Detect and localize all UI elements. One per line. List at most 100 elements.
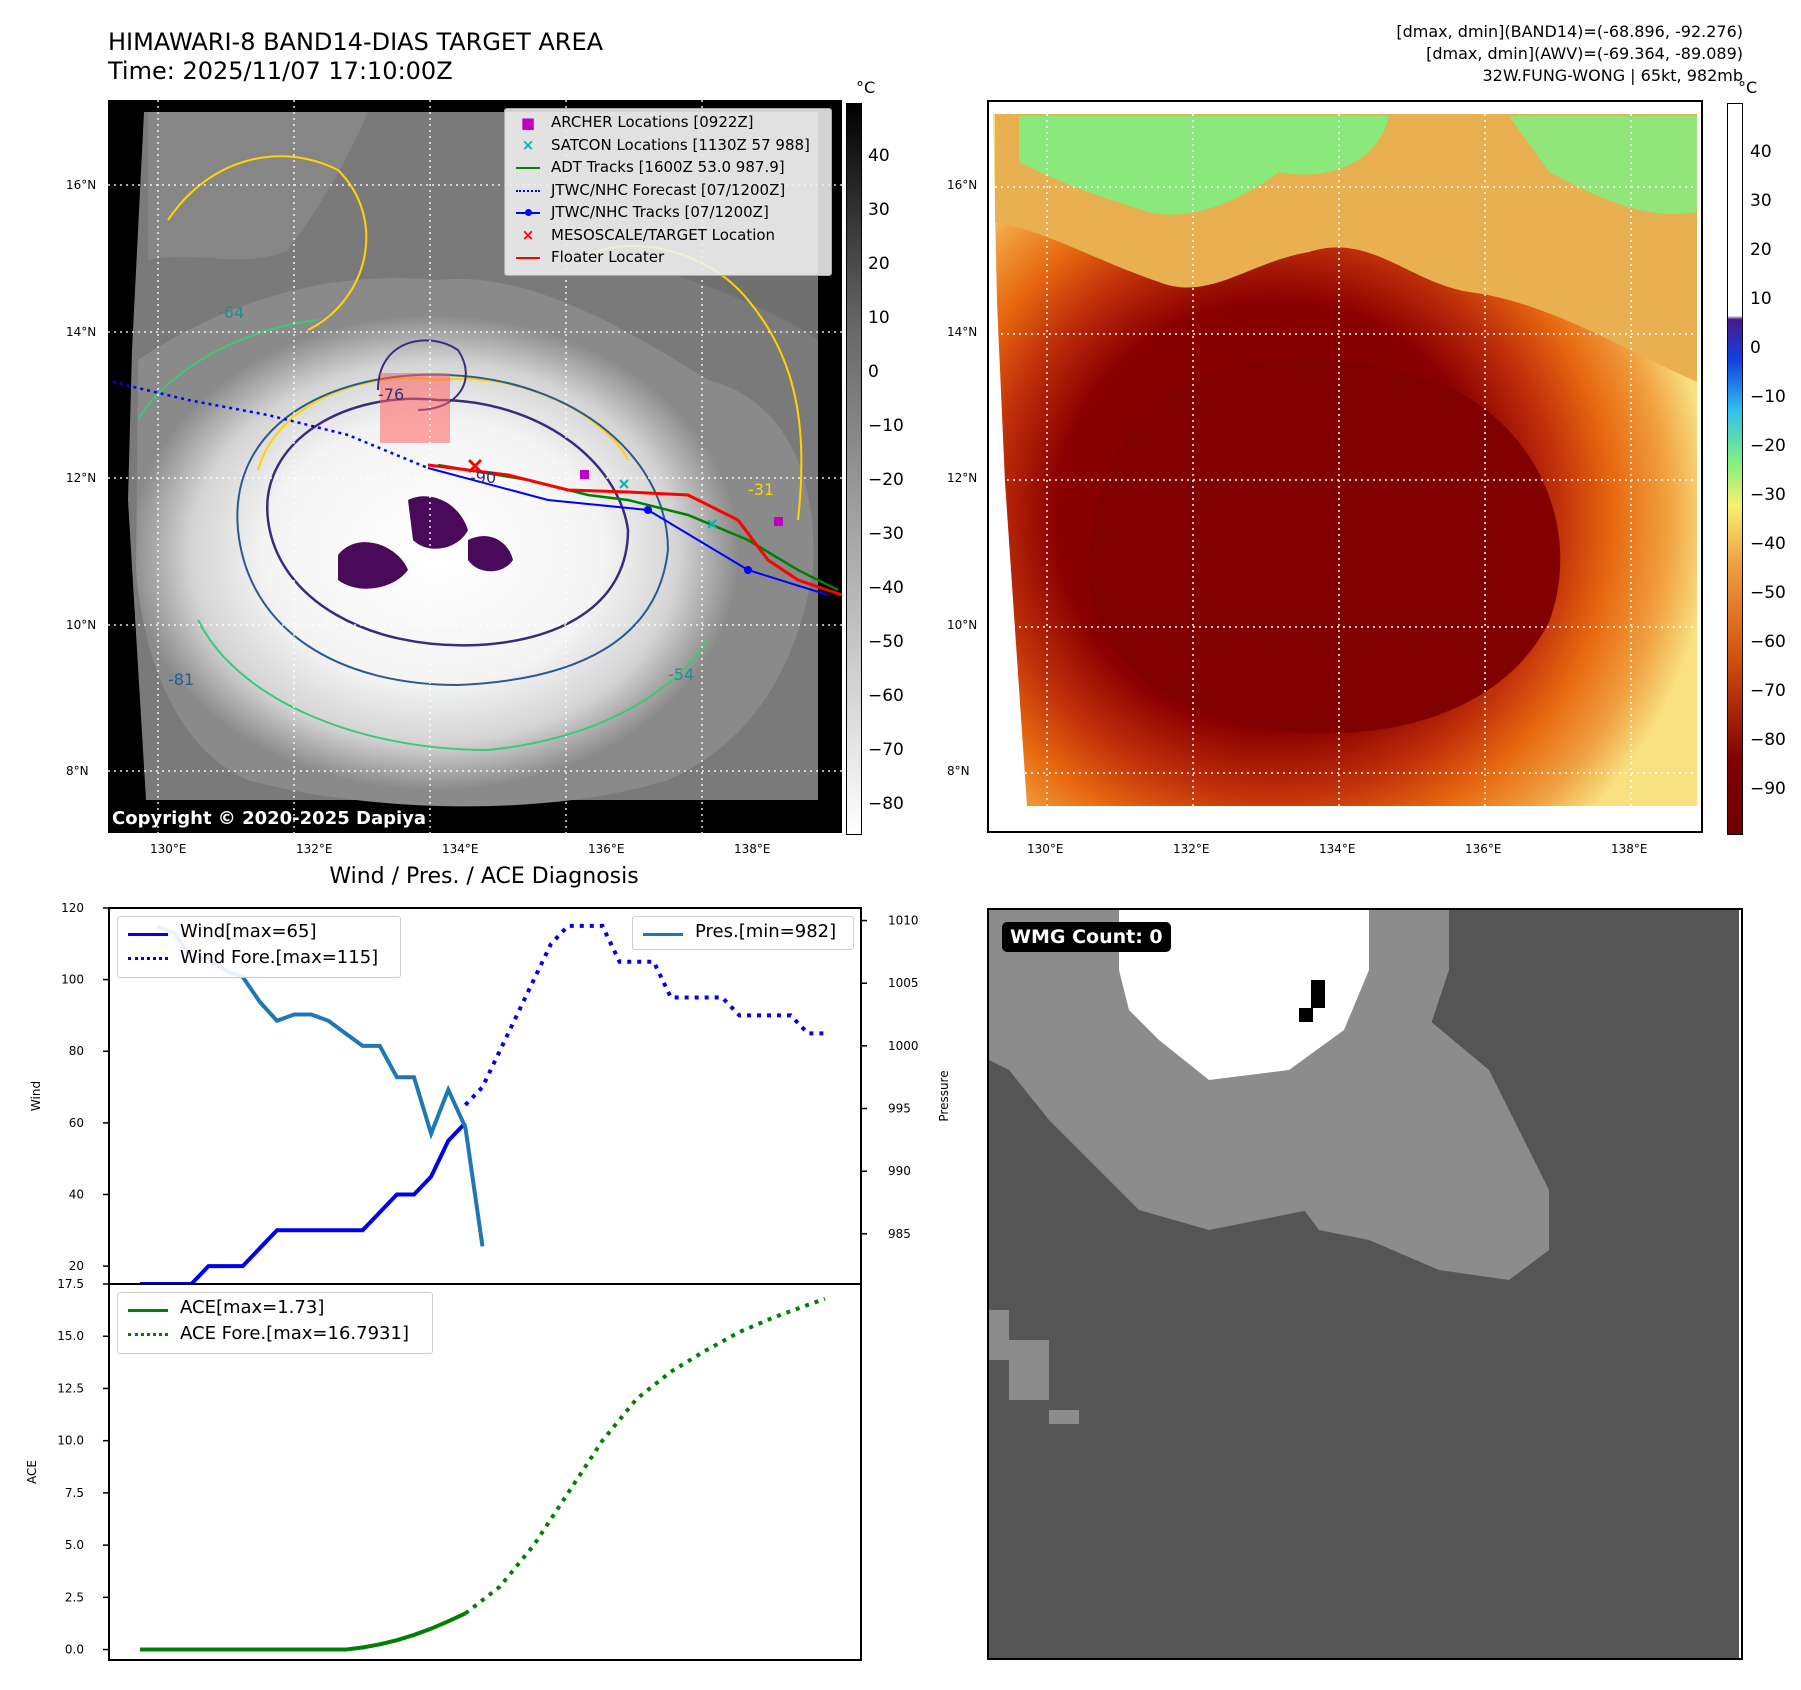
ace-ylabel: ACE xyxy=(25,1460,39,1484)
colorbar-tick: −20 xyxy=(868,470,904,490)
wind-legend-item: Wind[max=65] xyxy=(180,921,317,942)
y-tick-label: 60 xyxy=(69,1116,84,1130)
lat-label: 12°N xyxy=(66,471,97,485)
ace-plot xyxy=(140,1296,826,1652)
colorbar-tick: −40 xyxy=(868,578,904,598)
y-tick-label: 80 xyxy=(69,1044,84,1058)
lon-label: 134°E xyxy=(442,842,479,856)
legend-marker-icon xyxy=(513,204,543,222)
legend-item: JTWC/NHC Forecast [07/1200Z] xyxy=(513,181,785,201)
y-tick-label: 20 xyxy=(69,1259,84,1273)
lat-label: 10°N xyxy=(947,618,978,632)
colorbar-tick: 40 xyxy=(1750,142,1772,162)
colorbar-tick: −30 xyxy=(868,524,904,544)
y-tick-label: 1000 xyxy=(888,1039,919,1053)
legend-marker-icon xyxy=(513,159,543,177)
pressure-legend-item: Pres.[min=982] xyxy=(695,921,837,942)
chart-title: HIMAWARI-8 BAND14-DIAS TARGET AREA xyxy=(108,28,604,56)
contour-label: -90 xyxy=(470,468,496,487)
legend-marker-icon: ■ xyxy=(520,113,536,132)
y-tick-label: 995 xyxy=(888,1102,911,1116)
colorbar-tick: 0 xyxy=(1750,338,1761,358)
pressure-ylabel: Pressure xyxy=(937,1070,951,1121)
lat-label: 16°N xyxy=(66,178,97,192)
y-tick-label: 120 xyxy=(61,901,84,915)
lon-label: 138°E xyxy=(734,842,771,856)
wind-y-axis: 20 40 60 80 100 120 xyxy=(61,901,109,1273)
copyright: Copyright © 2020-2025 Dapiya xyxy=(112,808,427,829)
legend-marker-icon: × xyxy=(521,226,535,244)
y-tick-label: 40 xyxy=(69,1187,84,1201)
ir-map: -76 -90 -64 -81 -54 -31 ■ ARCHER Location… xyxy=(108,100,842,833)
colorbar-tick: −40 xyxy=(1750,534,1786,554)
colorbar-tick: 20 xyxy=(868,254,890,274)
contour-label: -81 xyxy=(168,670,194,689)
wind-ylabel: Wind xyxy=(29,1081,43,1111)
wind-legend: Wind[max=65] Wind Fore.[max=115] xyxy=(117,916,401,978)
y-tick-label: 17.5 xyxy=(57,1277,84,1291)
ace-forecast-line xyxy=(464,1296,826,1615)
awv-map-image xyxy=(989,102,1701,831)
floater-box xyxy=(380,373,450,443)
colorbar-tick: −20 xyxy=(1750,436,1786,456)
y-tick-label: 1010 xyxy=(888,914,919,928)
colorbar-tick: 20 xyxy=(1750,240,1772,260)
legend-label: ADT Tracks [1600Z 53.0 987.9] xyxy=(551,158,785,176)
colorbar-tick: 0 xyxy=(868,362,879,382)
legend-item: Floater Locater xyxy=(513,248,664,268)
lat-label: 10°N xyxy=(66,618,97,632)
pressure-legend: Pres.[min=982] xyxy=(632,916,854,950)
y-tick-label: 990 xyxy=(888,1164,911,1178)
contour-label: -54 xyxy=(668,665,694,684)
awv-colorbar-unit: °C xyxy=(1738,78,1758,97)
legend-label: JTWC/NHC Tracks [07/1200Z] xyxy=(551,203,769,221)
lon-label: 134°E xyxy=(1319,842,1356,856)
y-tick-label: 5.0 xyxy=(65,1538,84,1552)
ir-colorbar xyxy=(846,103,862,835)
colorbar-tick: −80 xyxy=(1750,730,1786,750)
ir-map-image: -76 -90 -64 -81 -54 -31 xyxy=(108,100,842,833)
colorbar-tick: −50 xyxy=(868,632,904,652)
colorbar-tick: −90 xyxy=(1750,779,1786,799)
wind-line xyxy=(140,1121,467,1286)
contour-label: -31 xyxy=(748,480,774,499)
colorbar-tick: −60 xyxy=(1750,632,1786,652)
ace-legend-item: ACE[max=1.73] xyxy=(180,1297,325,1318)
y-tick-label: 12.5 xyxy=(57,1381,84,1395)
y-tick-label: 0.0 xyxy=(65,1643,84,1657)
colorbar-tick: 30 xyxy=(868,200,890,220)
contour-label: -64 xyxy=(218,303,244,322)
ace-line xyxy=(140,1611,467,1652)
wind-fore-legend-item: Wind Fore.[max=115] xyxy=(180,947,379,968)
ir-colorbar-unit: °C xyxy=(856,78,876,97)
lat-label: 12°N xyxy=(947,471,978,485)
legend-marker-icon xyxy=(513,181,543,199)
legend-item: ■ ARCHER Locations [0922Z] xyxy=(513,113,754,133)
legend-item: ADT Tracks [1600Z 53.0 987.9] xyxy=(513,158,785,178)
wmg-count-badge: WMG Count: 0 xyxy=(1002,922,1171,952)
stats-band14: [dmax, dmin](BAND14)=(-68.896, -92.276) xyxy=(1396,22,1743,41)
legend-marker-icon: × xyxy=(521,136,535,154)
chart-time: Time: 2025/11/07 17:10:00Z xyxy=(108,57,453,85)
legend-item: JTWC/NHC Tracks [07/1200Z] xyxy=(513,203,769,223)
lon-label: 136°E xyxy=(1465,842,1502,856)
lon-label: 132°E xyxy=(296,842,333,856)
y-tick-label: 985 xyxy=(888,1227,911,1241)
contour-label: -76 xyxy=(378,385,404,404)
y-tick-label: 10.0 xyxy=(57,1434,84,1448)
lat-label: 14°N xyxy=(66,325,97,339)
lon-label: 130°E xyxy=(1027,842,1064,856)
colorbar-tick: −10 xyxy=(868,416,904,436)
legend-label: Floater Locater xyxy=(551,248,665,266)
map-legend: ■ ARCHER Locations [0922Z] × SATCON Locatio… xyxy=(504,108,832,276)
storm-info: 32W.FUNG-WONG | 65kt, 982mb xyxy=(1482,66,1743,85)
lon-label: 130°E xyxy=(150,842,187,856)
awv-map xyxy=(987,100,1703,833)
legend-item: × SATCON Locations [1130Z 57 988] xyxy=(513,136,810,156)
stats-awv: [dmax, dmin](AWV)=(-69.364, -89.089) xyxy=(1426,44,1743,63)
y-tick-label: 1005 xyxy=(888,976,919,990)
legend-label: MESOSCALE/TARGET Location xyxy=(551,225,776,244)
colorbar-tick: −30 xyxy=(1750,485,1786,505)
lat-label: 8°N xyxy=(947,764,970,778)
ace-legend: ACE[max=1.73] ACE Fore.[max=16.7931] xyxy=(117,1292,433,1354)
